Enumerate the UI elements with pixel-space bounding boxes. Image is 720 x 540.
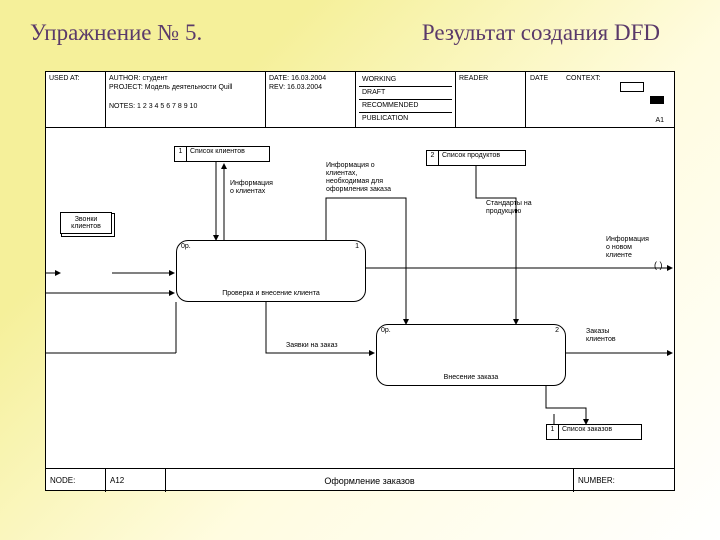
flow-order-apps: Заявки на заказ	[286, 342, 338, 350]
hdr-status-block: WORKING DRAFT RECOMMENDED PUBLICATION	[356, 72, 456, 127]
external-zvonki: Звонки клиентов	[60, 212, 112, 234]
status-working: WORKING	[359, 74, 452, 87]
ftr-title-val: Оформление заказов	[324, 476, 414, 486]
hdr-rev-lbl: REV:	[269, 84, 285, 91]
store-orders: 1 Список заказов	[546, 424, 642, 440]
frame-header: USED AT: AUTHOR: студент PROJECT: Модель…	[46, 72, 674, 128]
hdr-author-block: AUTHOR: студент PROJECT: Модель деятельн…	[106, 72, 266, 127]
p2-num-r: 2	[555, 327, 559, 334]
title-right: Результат создания DFD	[422, 20, 660, 46]
ftr-number: NUMBER:	[574, 469, 674, 492]
hdr-project-lbl: PROJECT:	[109, 84, 143, 91]
context-box-icon	[620, 82, 644, 92]
process-check-client: 0р. 1 Проверка и внесение клиента	[176, 240, 366, 302]
hdr-date2: DATE	[530, 74, 548, 83]
p1-num-r: 1	[355, 243, 359, 250]
hdr-reader: READER	[456, 72, 526, 127]
status-publication: PUBLICATION	[359, 113, 452, 125]
slide-titles: Упражнение № 5. Результат создания DFD	[30, 20, 690, 46]
ftr-number-lbl: NUMBER:	[578, 476, 615, 485]
external-zvonki-label: Звонки клиентов	[71, 216, 101, 230]
ftr-node-val-cell: A12	[106, 469, 166, 492]
hdr-context-ref: A1	[655, 116, 664, 125]
ftr-title: Оформление заказов	[166, 469, 574, 492]
dfd-canvas: Звонки клиентов 1 Список клиентов 2 Спис…	[46, 128, 674, 468]
p2-label: Внесение заказа	[377, 374, 565, 381]
status-recommended: RECOMMENDED	[359, 100, 452, 113]
store-products-label: Список продуктов	[439, 151, 503, 165]
hdr-date-val: 16.03.2004	[291, 75, 326, 82]
hdr-author-lbl: AUTHOR:	[109, 75, 141, 82]
hdr-context-lbl: CONTEXT:	[566, 74, 601, 83]
context-fill-icon	[650, 96, 664, 104]
store-orders-label: Список заказов	[559, 425, 615, 439]
hdr-context: DATE CONTEXT: A1	[526, 72, 674, 127]
hdr-notes-val: 1 2 3 4 5 6 7 8 9 10	[137, 103, 197, 110]
slide: Упражнение № 5. Результат создания DFD U…	[0, 0, 720, 540]
flow-info-for-order: Информация о клиентах, необходимая для о…	[326, 162, 391, 194]
store-clients: 1 Список клиентов	[174, 146, 270, 162]
store-clients-label: Список клиентов	[187, 147, 248, 161]
flow-info-clients: Информация о клиентах	[230, 180, 273, 196]
hdr-date-lbl: DATE:	[269, 75, 289, 82]
hdr-date-block: DATE: 16.03.2004 REV: 16.03.2004	[266, 72, 356, 127]
ftr-node-val: A12	[110, 476, 124, 485]
ftr-node: NODE:	[46, 469, 106, 492]
frame-footer: NODE: A12 Оформление заказов NUMBER:	[46, 468, 674, 492]
tunnel-marker: ( )	[654, 260, 663, 270]
process-enter-order: 0р. 2 Внесение заказа	[376, 324, 566, 386]
status-draft: DRAFT	[359, 87, 452, 100]
hdr-project-val: Модель деятельности Quill	[145, 84, 233, 91]
ftr-node-lbl: NODE:	[50, 476, 75, 485]
flow-new-client: Информация о новом клиенте	[606, 236, 649, 260]
hdr-rev-val: 16.03.2004	[287, 84, 322, 91]
p1-label: Проверка и внесение клиента	[177, 290, 365, 297]
hdr-notes-lbl: NOTES:	[109, 103, 135, 110]
hdr-author-val: студент	[142, 75, 167, 82]
flow-standards: Стандарты на продукцию	[486, 200, 532, 216]
hdr-used-at: USED AT:	[46, 72, 106, 127]
store-products-num: 2	[427, 151, 439, 165]
store-clients-num: 1	[175, 147, 187, 161]
dfd-frame: USED AT: AUTHOR: студент PROJECT: Модель…	[45, 71, 675, 491]
p1-num-l: 0р.	[181, 243, 191, 250]
p2-num-l: 0р.	[381, 327, 391, 334]
flow-client-orders: Заказы клиентов	[586, 328, 616, 344]
store-orders-num: 1	[547, 425, 559, 439]
title-left: Упражнение № 5.	[30, 20, 202, 46]
store-products: 2 Список продуктов	[426, 150, 526, 166]
